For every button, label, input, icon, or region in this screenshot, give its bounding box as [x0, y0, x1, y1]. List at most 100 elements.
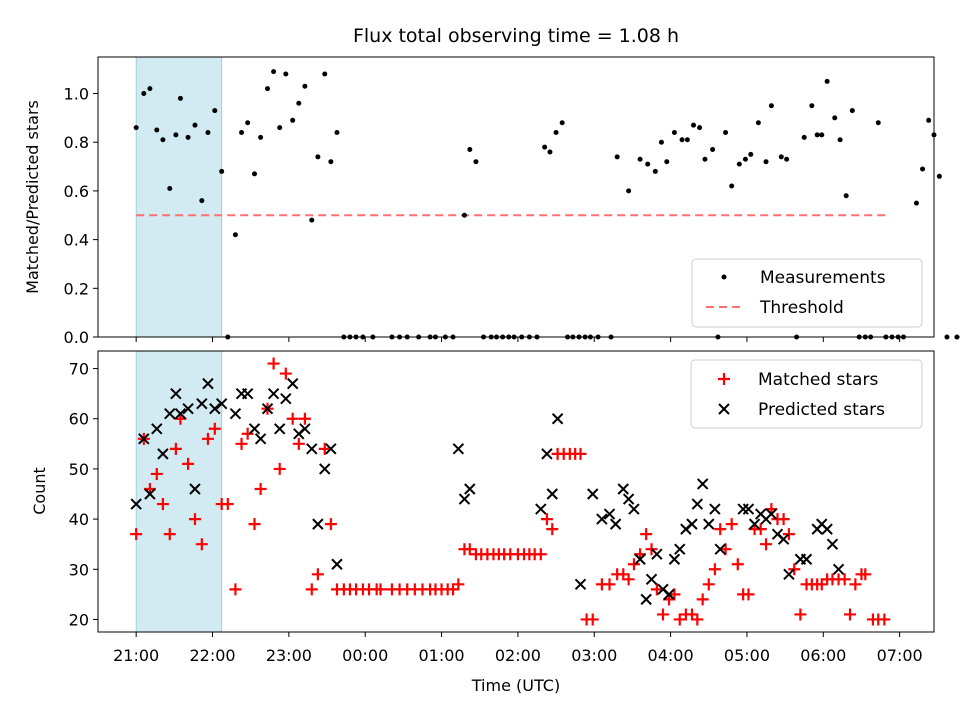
matched-star-point — [156, 498, 169, 511]
legend-label-matched: Matched stars — [758, 370, 878, 390]
matched-star-point — [292, 437, 305, 450]
matched-star-point — [163, 528, 176, 541]
matched-star-point — [540, 513, 553, 526]
y-tick-label: 0.2 — [64, 279, 89, 298]
measurement-point — [296, 100, 302, 106]
y-tick-label: 0.8 — [64, 133, 89, 152]
predicted-star-point — [138, 433, 150, 445]
measurement-point — [252, 171, 258, 177]
predicted-star-point — [622, 493, 635, 505]
measurement-point — [167, 185, 173, 191]
predicted-star-point — [306, 443, 318, 455]
y-tick-label: 40 — [69, 510, 89, 529]
matched-star-point — [150, 467, 163, 480]
predicted-star-point — [209, 402, 221, 415]
legend: Measurements Threshold — [691, 258, 923, 328]
x-tick-label: 02:00 — [495, 646, 541, 665]
measurement-point — [205, 129, 211, 135]
y-tick-label: 20 — [69, 610, 89, 629]
predicted-star-point — [651, 548, 663, 560]
measurement-point — [778, 154, 784, 160]
predicted-star-point — [196, 397, 208, 410]
matched-star-point — [182, 457, 195, 470]
plot-frame — [97, 350, 935, 633]
predicted-star-point — [164, 408, 176, 420]
measurement-point — [849, 108, 855, 114]
legend-marker-predicted — [718, 403, 730, 415]
measurement-point — [283, 71, 289, 77]
matched-star-point — [696, 593, 709, 606]
measurement-point — [702, 156, 708, 162]
predicted-star-point — [574, 578, 587, 591]
predicted-star-point — [331, 558, 343, 570]
legend-label-threshold: Threshold — [759, 298, 844, 318]
measurement-point — [192, 122, 198, 128]
y-tick-label: 60 — [69, 410, 89, 429]
matched-star-point — [279, 367, 292, 380]
matched-star-point — [324, 518, 337, 531]
measurement-point — [671, 129, 677, 135]
predicted-star-point — [645, 573, 658, 586]
matched-star-point — [673, 613, 686, 626]
matched-star-point — [248, 518, 261, 531]
measurement-point — [664, 159, 670, 165]
matched-star-point — [777, 513, 790, 526]
measurement-point — [742, 156, 748, 162]
measurement-point — [697, 125, 703, 131]
measurement-point — [814, 132, 820, 138]
measurement-point — [302, 83, 308, 89]
highlight-span — [135, 56, 223, 338]
measurement-point — [723, 129, 729, 135]
plot-frame — [97, 56, 935, 338]
matched-star-point — [311, 568, 324, 581]
predicted-star-point — [464, 483, 476, 495]
measurement-point — [755, 120, 761, 126]
matched-star-point — [754, 523, 767, 536]
matched-star-point — [195, 538, 208, 551]
y-tick-label: 0.4 — [64, 231, 89, 250]
predicted-star-point — [686, 518, 698, 530]
x-tick-label: 07:00 — [877, 646, 923, 665]
predicted-star-point — [130, 498, 142, 510]
matched-star-point — [725, 518, 738, 531]
predicted-star-point — [157, 448, 169, 460]
matched-star-point — [254, 482, 267, 495]
measurement-point — [736, 161, 742, 167]
predicted-star-point — [783, 568, 795, 581]
predicted-star-point — [151, 423, 163, 435]
measurement-point — [679, 137, 685, 143]
predicted-star-point — [696, 478, 709, 490]
matched-star-point — [742, 588, 755, 601]
predicted-star-point — [535, 503, 547, 515]
y-axis-label: Count — [30, 467, 49, 515]
predicted-star-point — [668, 553, 681, 565]
matched-star-point — [645, 543, 658, 556]
matched-star-point — [546, 523, 559, 536]
matched-star-point — [305, 583, 318, 596]
predicted-star-point — [596, 513, 608, 525]
measurement-point — [264, 86, 270, 92]
measurement-point — [645, 161, 651, 167]
matched-star-point — [760, 538, 773, 551]
matched-star-point — [235, 437, 248, 450]
y-tick-label: 70 — [69, 360, 89, 379]
measurement-point — [944, 334, 950, 340]
predicted-star-point — [546, 488, 558, 500]
predicted-star-point — [603, 508, 616, 520]
measurement-point — [658, 139, 664, 145]
measurement-point — [173, 132, 179, 138]
legend-box — [690, 359, 923, 429]
star-count-points — [130, 357, 891, 626]
measurement-point — [784, 156, 790, 162]
y-axis-label: Matched/Predicted stars — [23, 100, 42, 294]
matched-star-point — [201, 432, 214, 445]
matched-star-point — [691, 613, 704, 626]
predicted-star-point — [229, 408, 242, 420]
measurement-point — [290, 117, 296, 123]
measurement-point — [219, 168, 225, 174]
predicted-star-point — [634, 553, 646, 565]
measurement-point — [160, 137, 166, 143]
y-tick-label: 0.0 — [64, 328, 89, 347]
measurement-point — [748, 151, 754, 157]
